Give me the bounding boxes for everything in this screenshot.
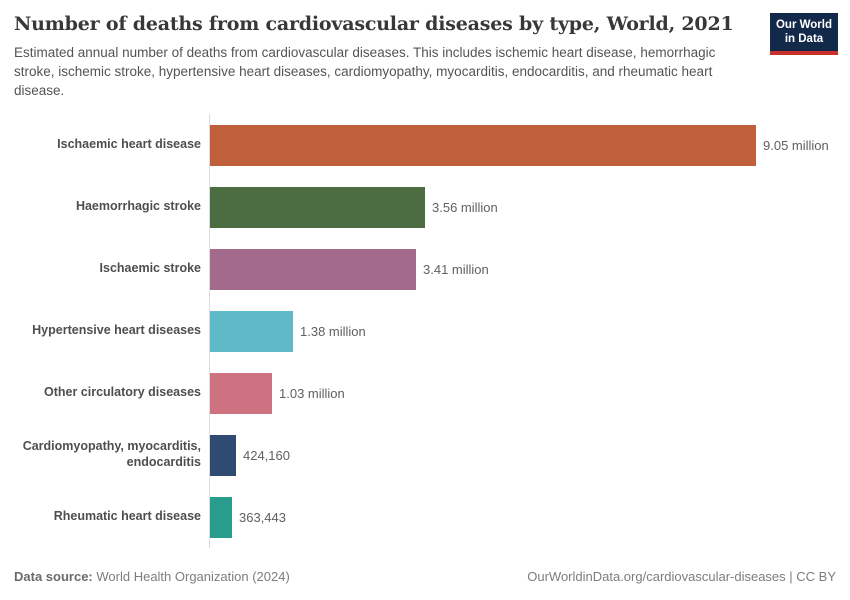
bar-value: 9.05 million bbox=[763, 137, 829, 153]
bar[interactable] bbox=[210, 310, 293, 352]
bar[interactable] bbox=[210, 496, 232, 538]
bar[interactable] bbox=[210, 186, 425, 228]
bar[interactable] bbox=[210, 372, 272, 414]
bar-row: Cardiomyopathy, myocarditis, endocarditi… bbox=[14, 424, 836, 486]
bar-value: 3.41 million bbox=[423, 261, 489, 277]
bar-value: 363,443 bbox=[239, 509, 286, 525]
bar-area: 363,443 bbox=[209, 486, 836, 548]
bar-label: Ischaemic heart disease bbox=[57, 137, 201, 152]
bar-label: Haemorrhagic stroke bbox=[75, 199, 201, 214]
bar-row: Hypertensive heart diseases 1.38 million bbox=[14, 300, 836, 362]
bar[interactable] bbox=[210, 248, 416, 290]
bar-value: 1.38 million bbox=[300, 323, 366, 339]
bar-chart: Ischaemic heart disease 9.05 million Haemo… bbox=[14, 114, 836, 548]
bar-label: Rheumatic heart disease bbox=[53, 509, 201, 524]
chart-header: Number of deaths from cardiovascular dis… bbox=[0, 0, 850, 100]
chart-subtitle: Estimated annual number of deaths from c… bbox=[14, 45, 716, 99]
bar-row: Ischaemic stroke 3.41 million bbox=[14, 238, 836, 300]
owid-logo: Our World in Data bbox=[770, 13, 838, 55]
bar-label: Cardiomyopathy, myocarditis, endocarditi… bbox=[22, 439, 201, 469]
bar-label: Other circulatory diseases bbox=[43, 385, 201, 400]
owid-logo-line1: Our World bbox=[775, 19, 832, 31]
bar-label: Ischaemic stroke bbox=[99, 261, 201, 276]
bar-value: 1.03 million bbox=[279, 385, 345, 401]
data-source-label: Data source: bbox=[14, 569, 93, 584]
bar-row: Rheumatic heart disease 363,443 bbox=[14, 486, 836, 548]
bar-area: 424,160 bbox=[209, 424, 836, 486]
bar[interactable] bbox=[210, 124, 756, 166]
bar-label: Hypertensive heart diseases bbox=[32, 323, 201, 338]
bar-row: Other circulatory diseases 1.03 million bbox=[14, 362, 836, 424]
bar-area: 1.03 million bbox=[209, 362, 836, 424]
bar[interactable] bbox=[210, 434, 236, 476]
bar-row: Haemorrhagic stroke 3.56 million bbox=[14, 176, 836, 238]
owid-url-link[interactable]: OurWorldinData.org/cardiovascular-diseas… bbox=[527, 569, 836, 584]
bar-area: 1.38 million bbox=[209, 300, 836, 362]
bar-value: 3.56 million bbox=[432, 199, 498, 215]
chart-footer: Data source: World Health Organization (… bbox=[14, 569, 836, 584]
bar-area: 3.56 million bbox=[209, 176, 836, 238]
bar-area: 9.05 million bbox=[209, 114, 836, 176]
bar-value: 424,160 bbox=[243, 447, 290, 463]
bar-row: Ischaemic heart disease 9.05 million bbox=[14, 114, 836, 176]
bar-area: 3.41 million bbox=[209, 238, 836, 300]
page-title: Number of deaths from cardiovascular dis… bbox=[14, 13, 734, 35]
data-source-value: World Health Organization (2024) bbox=[96, 569, 290, 584]
owid-logo-line2: in Data bbox=[784, 33, 824, 46]
data-source: Data source: World Health Organization (… bbox=[14, 569, 290, 584]
